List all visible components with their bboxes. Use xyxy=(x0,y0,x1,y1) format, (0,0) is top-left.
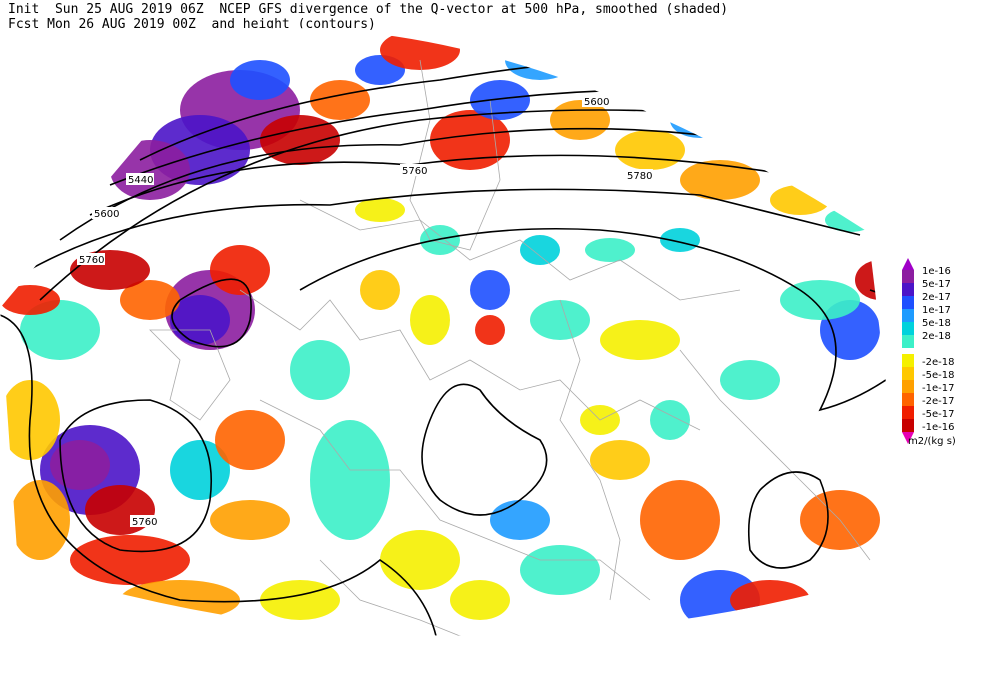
shading-blob xyxy=(70,535,190,585)
shading-blob xyxy=(770,185,830,215)
colorbar-label: 5e-18 xyxy=(922,318,951,329)
shading-blob xyxy=(680,160,760,200)
colorbar-swatch xyxy=(902,270,914,283)
contour-label: 5600 xyxy=(94,209,119,220)
colorbar-label: 5e-17 xyxy=(922,279,951,290)
shading-blob xyxy=(360,270,400,310)
shading-blob xyxy=(585,238,635,262)
colorbar-label: -5e-17 xyxy=(922,409,954,420)
shading-blob xyxy=(310,80,370,120)
shading-blob xyxy=(380,30,460,70)
shading-blob xyxy=(430,110,510,170)
shading-blob xyxy=(520,235,560,265)
shading-blob xyxy=(650,400,690,440)
shading-blob xyxy=(590,440,650,480)
shading-blob xyxy=(730,122,790,158)
shading-blob xyxy=(505,40,575,80)
colorbar-swatch xyxy=(902,322,914,335)
shading-blob xyxy=(20,300,100,360)
colorbar-swatch xyxy=(902,380,914,393)
shading-blob xyxy=(0,285,60,315)
colorbar-label: -2e-17 xyxy=(922,396,954,407)
colorbar-swatch xyxy=(902,283,914,296)
colorbar-label: 1e-17 xyxy=(922,305,951,316)
shading-blob xyxy=(615,130,685,170)
title-line-1: Init Sun 25 AUG 2019 06Z NCEP GFS diverg… xyxy=(8,2,728,17)
shading-blob xyxy=(215,410,285,470)
shading-blob xyxy=(475,315,505,345)
shading-blob xyxy=(520,545,600,595)
shading-blob xyxy=(10,480,70,560)
shading-blob xyxy=(720,360,780,400)
contour-label: 5760 xyxy=(402,166,427,177)
colorbar-arrow xyxy=(902,432,914,444)
shading-blob xyxy=(600,320,680,360)
colorbar-swatch xyxy=(902,354,914,367)
colorbar-swatch xyxy=(902,419,914,432)
shading-blob xyxy=(730,580,810,620)
colorbar-label: -1e-16 xyxy=(922,422,954,433)
contour-label: 5440 xyxy=(128,175,153,186)
shading-blob xyxy=(470,80,530,120)
colorbar-label: 2e-18 xyxy=(922,331,951,342)
shading-blob xyxy=(450,580,510,620)
colorbar-label: -5e-18 xyxy=(922,370,954,381)
contour-label: 5760 xyxy=(79,255,104,266)
colorbar-swatch xyxy=(902,335,914,348)
colorbar-swatch xyxy=(902,296,914,309)
shading-blob xyxy=(260,115,340,165)
borders xyxy=(149,59,871,636)
shading-blob xyxy=(490,500,550,540)
contour-label: 5780 xyxy=(627,171,652,182)
shading-blob xyxy=(310,420,390,540)
shading-blob xyxy=(120,280,180,320)
shading-blob xyxy=(640,480,720,560)
shading-blob xyxy=(660,228,700,252)
shading-blob xyxy=(290,340,350,400)
colorbar-arrow xyxy=(902,258,914,270)
shading-blob xyxy=(380,530,460,590)
shading-blob xyxy=(170,440,230,500)
shading-blob xyxy=(410,295,450,345)
colorbar-label: 2e-17 xyxy=(922,292,951,303)
contour-labels: 5440 5600 5760 5760 5600 5780 5760 xyxy=(77,95,653,528)
colorbar-label: -1e-17 xyxy=(922,383,954,394)
colorbar-swatch xyxy=(902,309,914,322)
shading-blob xyxy=(230,60,290,100)
shading-blob xyxy=(595,65,645,95)
colorbar-unit: m2/(kg s) xyxy=(908,436,956,447)
shading-blob xyxy=(420,225,460,255)
shading-blob xyxy=(210,500,290,540)
shading-blob xyxy=(50,440,110,490)
contour-label: 5760 xyxy=(132,517,157,528)
colorbar-label: 1e-16 xyxy=(922,266,951,277)
shading-blob xyxy=(470,270,510,310)
colorbar-swatch xyxy=(902,393,914,406)
contour-label: 5600 xyxy=(584,97,609,108)
shading-blob xyxy=(530,300,590,340)
shading-blob xyxy=(855,260,905,300)
shading-blob xyxy=(210,245,270,295)
colorbar-swatch xyxy=(902,367,914,380)
colorbar-swatch xyxy=(902,406,914,419)
shading-blob xyxy=(355,198,405,222)
colorbar: 1e-16 5e-17 2e-17 1e-17 5e-18 2e-18 -2e-18 -5e-… xyxy=(902,258,954,444)
colorbar-label: -2e-18 xyxy=(922,357,954,368)
shading-blob xyxy=(170,295,230,345)
